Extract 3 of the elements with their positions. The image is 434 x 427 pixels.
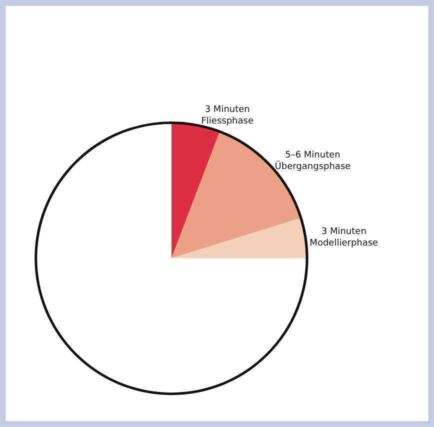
slice-label: 5–6 Minuten Übergangsphase <box>274 150 352 172</box>
slice-label: 3 Minuten Fliessphase <box>201 104 254 127</box>
slice-label: 3 Minuten Modellierphase <box>310 227 379 249</box>
